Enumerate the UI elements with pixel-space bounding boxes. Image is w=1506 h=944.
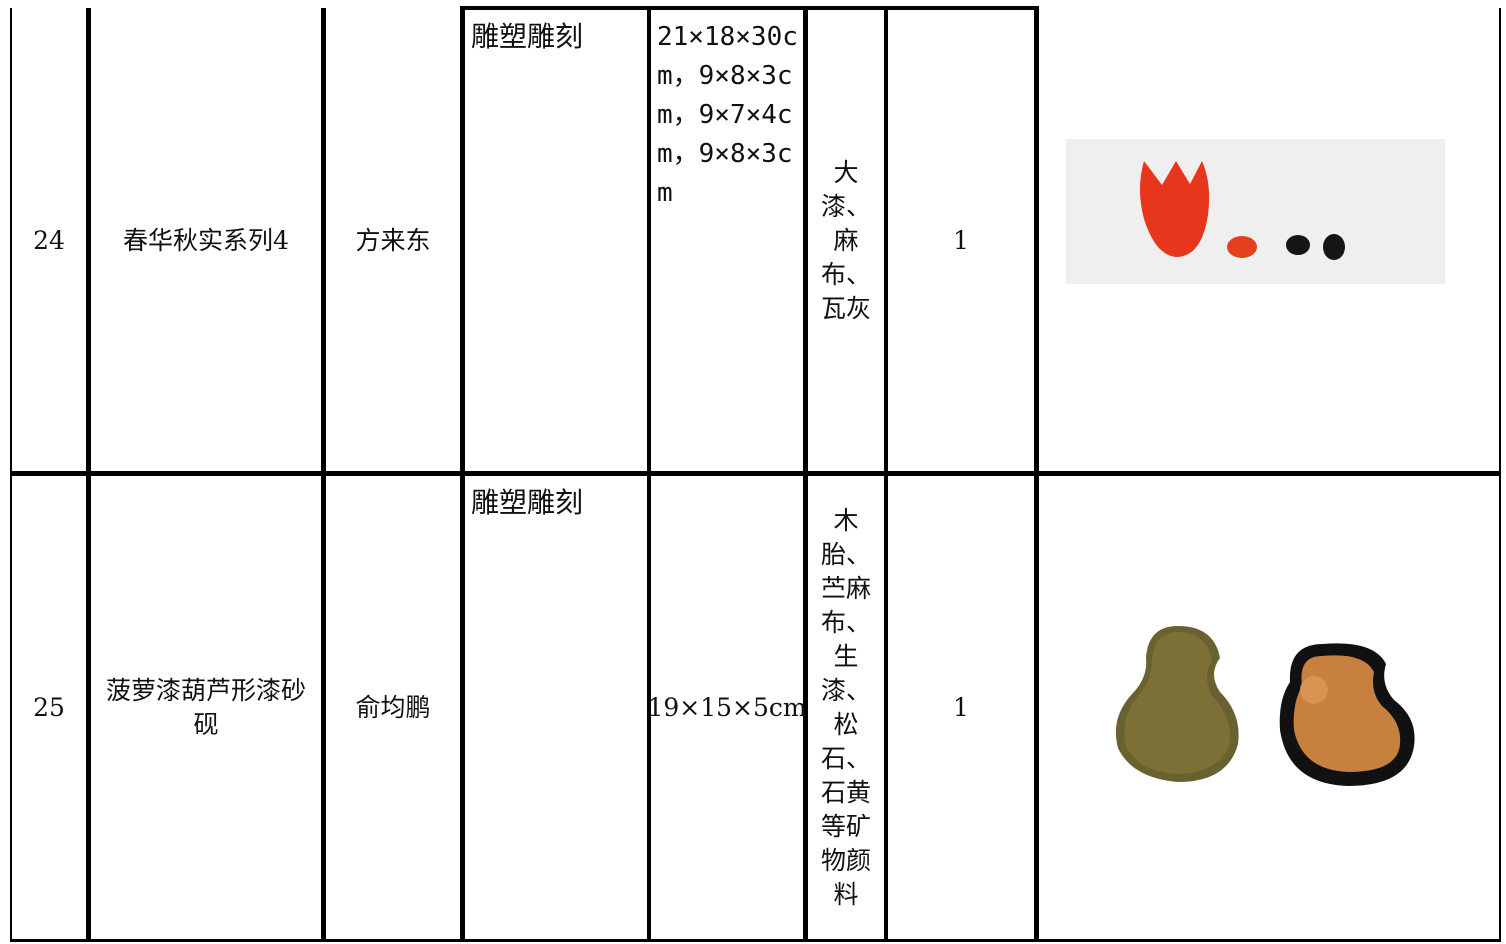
cell-category: 雕塑雕刻: [471, 20, 584, 53]
artwork-photo: [1115, 626, 1415, 786]
cell-material: 大漆、麻布、瓦灰: [820, 157, 871, 323]
border: [10, 471, 1501, 476]
cell-title: 菠萝漆葫芦形漆砂砚: [105, 675, 306, 739]
cell-title: 春华秋实系列4: [123, 225, 289, 255]
artwork-photo: [1066, 139, 1445, 284]
cell-material: 木胎、苎麻布、生漆、松石、石黄等矿物颜料: [820, 505, 871, 909]
cell-no: 24: [33, 225, 65, 255]
border: [10, 939, 1501, 942]
cell-no: 25: [33, 692, 65, 722]
cell-size: 21×18×30cm，9×8×3cm，9×7×4cm，9×8×3cm: [657, 22, 798, 208]
cell-category: 雕塑雕刻: [471, 486, 584, 519]
cell-quantity: 1: [953, 225, 969, 255]
cell-author: 方来东: [355, 225, 431, 255]
cell-author: 俞均鹏: [355, 692, 431, 722]
cell-quantity: 1: [953, 692, 969, 722]
border: [460, 6, 1039, 10]
cell-size: 19×15×5cm: [647, 692, 807, 722]
